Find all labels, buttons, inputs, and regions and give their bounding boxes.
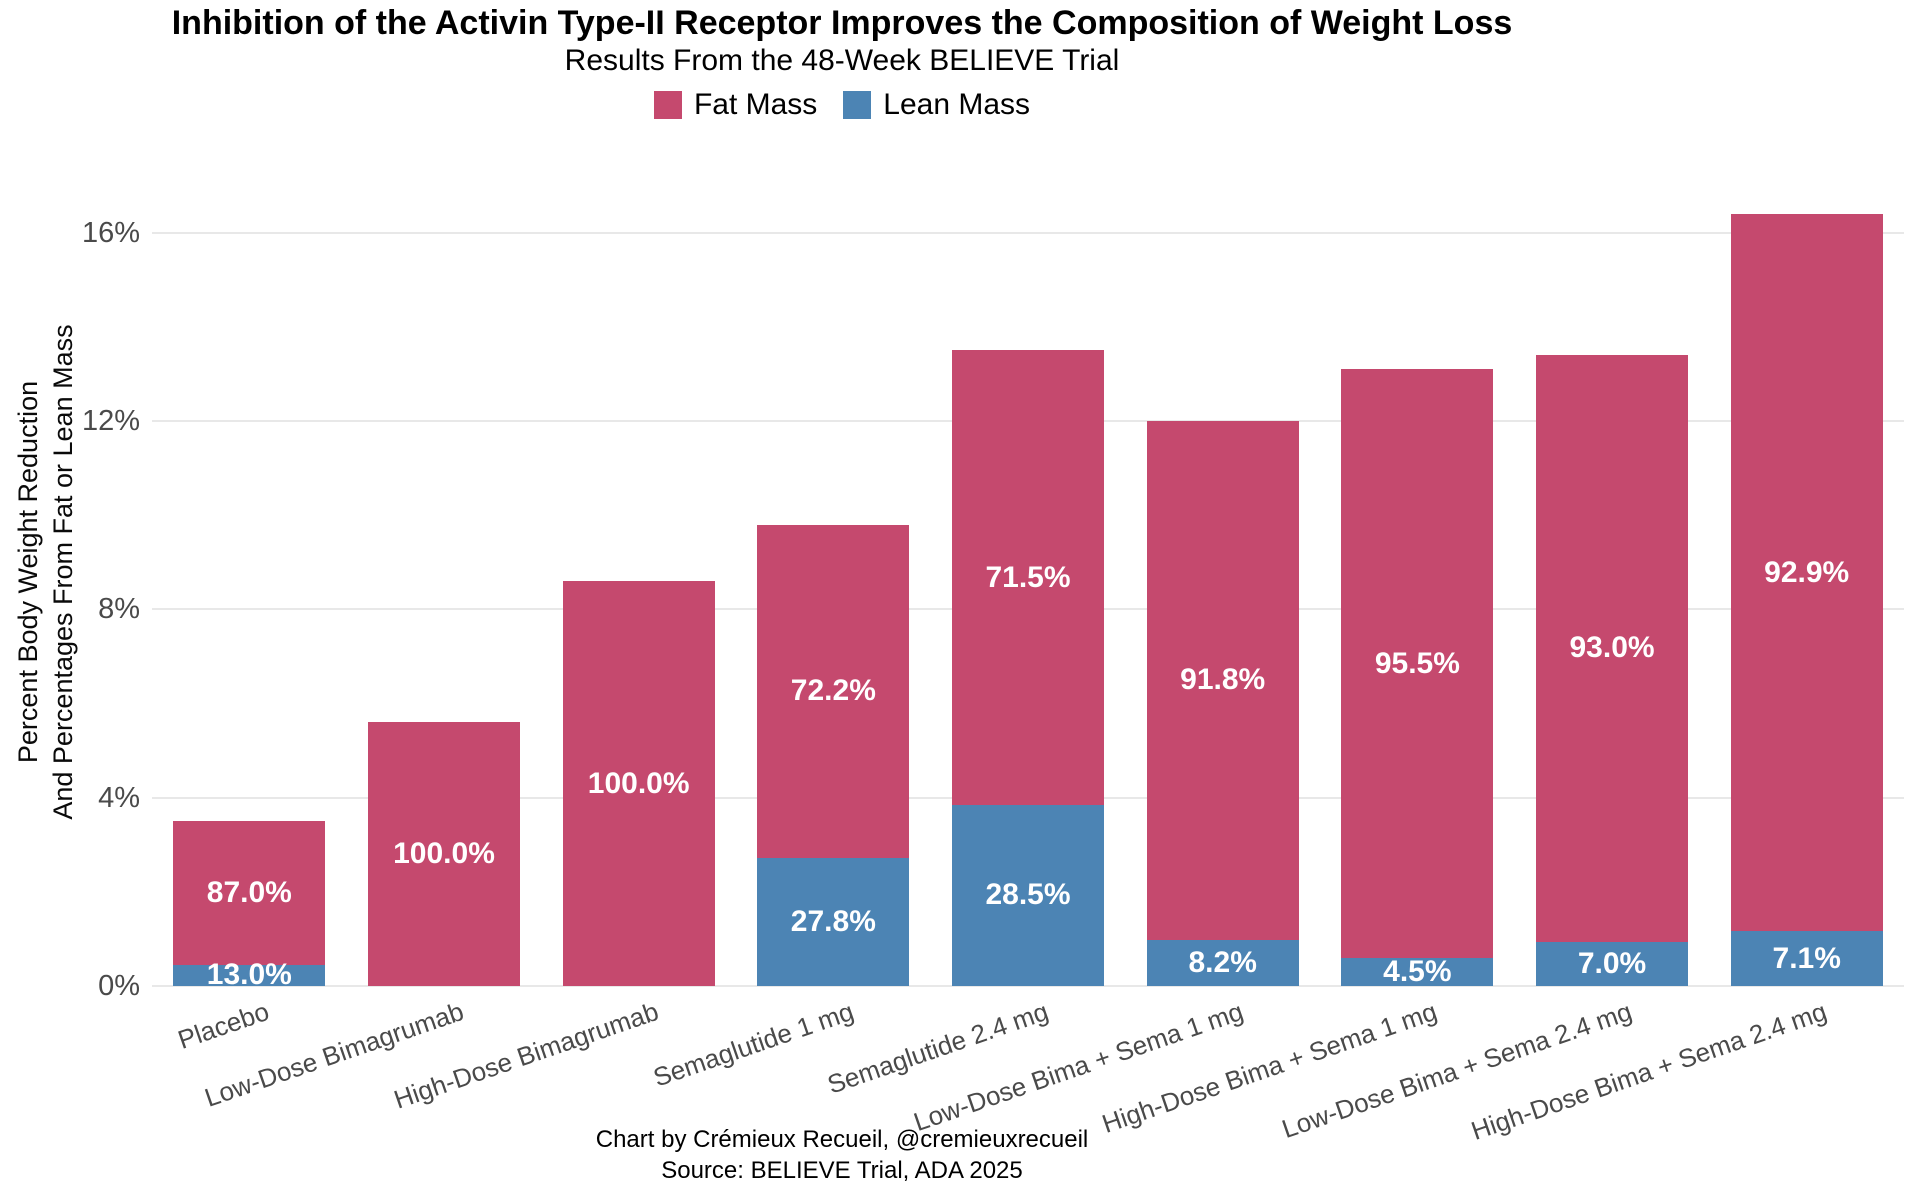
- fat-label-placebo: 87.0%: [206, 875, 292, 909]
- y-tick-8: 8%: [98, 593, 140, 626]
- y-tick-16: 16%: [81, 216, 140, 249]
- lean-segment-placebo: [173, 964, 326, 986]
- bar-column-semaglutide-1-mg: 72.2% 27.8%: [736, 162, 931, 986]
- bar-column-high-dose-bima-sema-1-mg: 95.5% 4.5%: [1320, 162, 1515, 989]
- lean-segment-low-dose-bima-sema-1-mg: [1146, 939, 1299, 986]
- fat-mass-swatch-icon: [653, 91, 682, 119]
- bar-column-placebo: 87.0% 13.0%: [152, 162, 347, 991]
- lean-label-semaglutide-1-mg: 27.8%: [790, 904, 876, 938]
- fat-label-low-dose-bimagrumab: 100.0%: [393, 837, 495, 871]
- x-tick-low-dose-bima-sema-2-4-mg: Low-Dose Bima + Sema 2.4 mg: [1278, 996, 1636, 1145]
- bar-high-dose-bimagrumab: 100.0%: [562, 581, 715, 986]
- gridline-16: [152, 231, 1904, 234]
- chart-subtitle: Results From the 48-Week BELIEVE Trial: [564, 44, 1120, 77]
- bar-low-dose-bima-sema-1-mg: 91.8% 8.2%: [1146, 420, 1299, 986]
- bar-column-semaglutide-2-4-mg: 71.5% 28.5%: [931, 162, 1126, 986]
- lean-segment-low-dose-bima-sema-2-4-mg: [1536, 941, 1688, 986]
- x-tick-high-dose-bima-sema-1-mg: High-Dose Bima + Sema 1 mg: [1098, 996, 1442, 1139]
- x-tick-placebo: Placebo: [174, 996, 274, 1055]
- legend-label-lean-mass: Lean Mass: [883, 88, 1031, 121]
- bar-semaglutide-2-4-mg: 71.5% 28.5%: [952, 350, 1104, 986]
- fat-label-semaglutide-1-mg: 72.2%: [790, 674, 876, 708]
- caption-source: Source: BELIEVE Trial, ADA 2025: [661, 1157, 1023, 1185]
- lean-segment-high-dose-bima-sema-1-mg: [1341, 958, 1494, 986]
- lean-label-high-dose-bima-sema-1-mg: 4.5%: [1383, 955, 1452, 989]
- lean-label-low-dose-bima-sema-2-4-mg: 7.0%: [1577, 946, 1647, 980]
- caption-credit: Chart by Crémieux Recueil, @cremieuxrecu…: [595, 1126, 1089, 1153]
- lean-segment-semaglutide-2-4-mg: [952, 804, 1104, 986]
- bar-column-high-dose-bimagrumab: 100.0%: [541, 162, 736, 986]
- lean-label-high-dose-bima-sema-2-4-mg: 7.1%: [1772, 941, 1841, 975]
- fat-label-low-dose-bima-sema-2-4-mg: 93.0%: [1569, 631, 1655, 665]
- fat-label-low-dose-bima-sema-1-mg: 91.8%: [1180, 663, 1266, 697]
- bar-placebo: 87.0% 13.0%: [173, 821, 326, 991]
- y-tick-12: 12%: [81, 404, 140, 437]
- bars: 87.0% 13.0% 100.0% 100.0% 72.2% 27.8% 71.5% 28.…: [152, 162, 1904, 991]
- fat-label-high-dose-bima-sema-1-mg: 95.5%: [1374, 646, 1460, 680]
- fat-label-semaglutide-2-4-mg: 71.5%: [985, 560, 1071, 594]
- lean-label-low-dose-bima-sema-1-mg: 8.2%: [1188, 945, 1257, 979]
- chart-title: Inhibition of the Activin Type-II Recept…: [171, 4, 1513, 42]
- bar-high-dose-bima-sema-2-4-mg: 92.9% 7.1%: [1730, 213, 1883, 986]
- gridline-0: [152, 985, 1904, 987]
- y-tick-4: 4%: [98, 781, 140, 814]
- legend-item-fat-mass: Fat Mass: [653, 88, 818, 122]
- legend: Fat Mass Lean Mass: [0, 88, 1684, 122]
- fat-label-high-dose-bimagrumab: 100.0%: [587, 766, 690, 800]
- x-tick-low-dose-bima-sema-1-mg: Low-Dose Bima + Sema 1 mg: [909, 996, 1247, 1138]
- bar-low-dose-bima-sema-2-4-mg: 93.0% 7.0%: [1536, 355, 1688, 986]
- lean-label-placebo: 13.0%: [206, 958, 292, 992]
- lean-segment-high-dose-bima-sema-2-4-mg: [1730, 931, 1883, 986]
- bar-column-low-dose-bima-sema-1-mg: 91.8% 8.2%: [1125, 162, 1320, 986]
- lean-mass-swatch-icon: [843, 91, 872, 119]
- lean-segment-semaglutide-1-mg: [757, 857, 910, 986]
- bar-low-dose-bimagrumab: 100.0%: [368, 722, 520, 986]
- lean-label-semaglutide-2-4-mg: 28.5%: [985, 878, 1071, 912]
- bar-column-low-dose-bimagrumab: 100.0%: [347, 162, 542, 986]
- caption: Chart by Crémieux Recueil, @cremieuxrecu…: [0, 1124, 1684, 1186]
- plot-area: 87.0% 13.0% 100.0% 100.0% 72.2% 27.8% 71.5% 28.…: [152, 162, 1904, 1146]
- y-tick-0: 0%: [98, 970, 140, 1002]
- fat-label-high-dose-bima-sema-2-4-mg: 92.9%: [1764, 555, 1850, 589]
- legend-label-fat-mass: Fat Mass: [693, 88, 818, 121]
- bar-column-high-dose-bima-sema-2-4-mg: 92.9% 7.1%: [1709, 162, 1904, 986]
- legend-item-lean-mass: Lean Mass: [843, 88, 1030, 122]
- bar-high-dose-bima-sema-1-mg: 95.5% 4.5%: [1341, 369, 1494, 989]
- bar-column-low-dose-bima-sema-2-4-mg: 93.0% 7.0%: [1515, 162, 1710, 986]
- bar-semaglutide-1-mg: 72.2% 27.8%: [757, 524, 910, 986]
- x-axis-ticks: Placebo Low-Dose Bimagrumab High-Dose Bima…: [152, 986, 1904, 1146]
